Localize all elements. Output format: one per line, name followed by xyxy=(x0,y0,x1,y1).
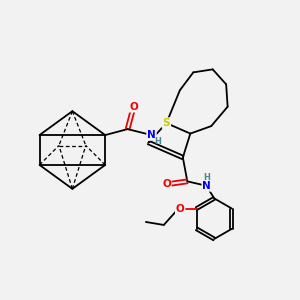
Text: H: H xyxy=(203,173,210,182)
Text: N: N xyxy=(147,130,156,140)
Text: N: N xyxy=(202,181,211,191)
Text: O: O xyxy=(129,102,138,112)
Text: H: H xyxy=(154,137,161,146)
Text: S: S xyxy=(163,118,170,128)
Text: O: O xyxy=(162,179,171,189)
Text: O: O xyxy=(176,203,184,214)
